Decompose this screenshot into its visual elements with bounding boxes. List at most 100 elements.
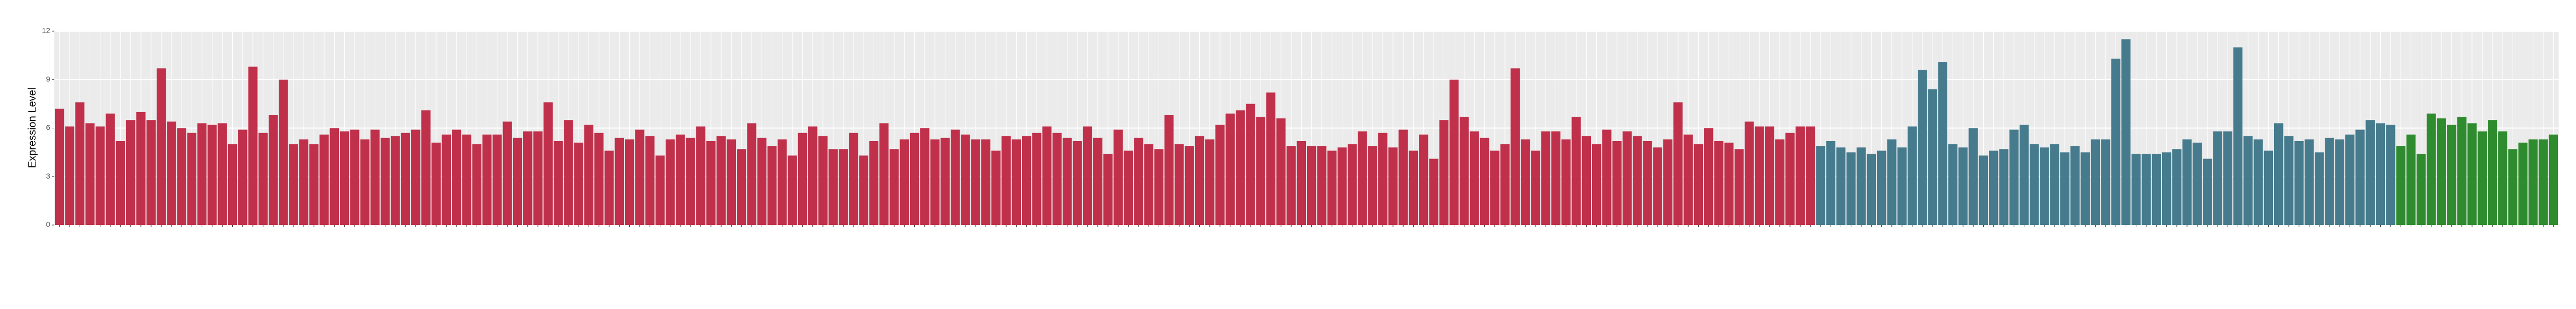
bar: [543, 102, 553, 225]
bar: [1785, 133, 1795, 225]
bar: [248, 67, 258, 226]
bar: [441, 134, 451, 225]
bar: [1154, 149, 1164, 225]
bar: [1398, 129, 1408, 225]
bar: [472, 144, 481, 225]
bar: [2416, 154, 2426, 225]
bar: [716, 136, 726, 225]
bar: [1775, 139, 1785, 225]
bar: [1164, 115, 1174, 225]
bar: [54, 108, 64, 225]
bar: [788, 155, 797, 225]
bar: [1826, 141, 1835, 225]
bar: [604, 151, 614, 225]
bar: [156, 68, 166, 225]
bar: [686, 137, 695, 225]
bar: [207, 125, 217, 225]
bar: [1663, 139, 1673, 225]
bar: [75, 102, 84, 225]
bar: [370, 129, 380, 225]
bar: [85, 123, 95, 225]
bar: [1001, 136, 1011, 225]
bar: [757, 137, 766, 225]
bar: [65, 126, 74, 225]
bar: [452, 129, 461, 225]
bar: [1490, 151, 1500, 225]
bar: [2365, 120, 2375, 225]
bar: [1113, 129, 1123, 225]
bar: [411, 129, 421, 225]
bar: [2315, 152, 2324, 225]
bar: [2549, 134, 2559, 225]
bar: [279, 79, 288, 225]
bar: [1948, 144, 1958, 225]
bar: [1816, 146, 1825, 225]
bar: [2498, 131, 2507, 225]
bar: [2539, 139, 2548, 225]
bar: [1123, 151, 1133, 225]
bar: [2080, 152, 2090, 225]
bar: [1958, 147, 1968, 225]
bar: [1928, 89, 1937, 225]
bar: [2396, 146, 2405, 225]
bar: [503, 121, 512, 225]
bar: [1602, 129, 1612, 225]
bar: [1266, 92, 1276, 225]
bar: [2243, 136, 2253, 225]
bar: [106, 113, 115, 225]
bar: [666, 139, 675, 225]
bar: [981, 139, 991, 225]
bar: [1358, 131, 1367, 225]
bar: [187, 133, 197, 225]
bar: [1805, 126, 1815, 225]
bar: [2203, 158, 2212, 225]
bar: [574, 143, 583, 225]
bar: [1938, 62, 1947, 225]
bar: [2284, 136, 2294, 225]
bar: [1633, 136, 1642, 225]
bar: [1052, 133, 1062, 225]
bar: [1276, 118, 1286, 225]
bar: [1704, 128, 1713, 225]
bar: [747, 123, 756, 225]
bar: [1337, 147, 1347, 225]
bar: [1408, 151, 1418, 225]
bar: [2101, 139, 2110, 225]
bar: [319, 134, 329, 225]
bar: [1470, 131, 1479, 225]
bar: [309, 144, 319, 225]
bar: [1500, 144, 1510, 225]
bar: [238, 129, 248, 225]
bar: [2518, 143, 2528, 225]
bar: [2040, 147, 2049, 225]
bar: [940, 137, 950, 225]
bar: [1205, 139, 1215, 225]
bar: [737, 149, 746, 225]
bar: [2223, 131, 2232, 225]
bar: [828, 149, 838, 225]
bar: [116, 141, 126, 225]
bar: [1368, 146, 1378, 225]
bar: [1246, 104, 1255, 225]
bar: [767, 146, 777, 225]
bar: [1306, 146, 1317, 225]
bar: [228, 144, 238, 225]
bar: [1724, 143, 1734, 225]
bar: [1083, 126, 1093, 225]
bar: [1195, 136, 1205, 225]
bar: [2467, 123, 2477, 225]
bar: [2304, 139, 2314, 225]
bar: [1042, 126, 1052, 225]
bar: [2050, 144, 2060, 225]
bar: [1612, 141, 1622, 225]
bar: [1235, 110, 1245, 225]
bar: [859, 155, 868, 225]
bar: [553, 141, 563, 225]
bar: [849, 133, 858, 225]
bar: [961, 134, 970, 225]
bar: [1225, 113, 1235, 225]
bar: [2172, 149, 2182, 225]
bar: [1011, 139, 1021, 225]
bar: [339, 131, 349, 225]
